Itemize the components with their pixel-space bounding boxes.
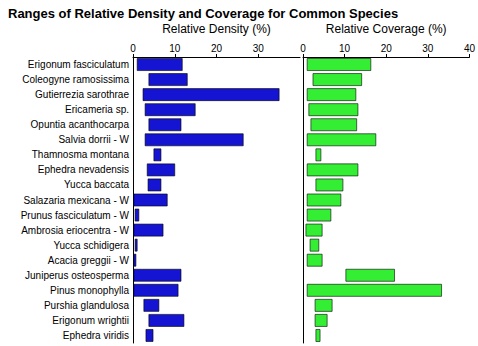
svg-text:Yucca baccata: Yucca baccata <box>64 179 129 190</box>
svg-text:Prunus fasciculatum - W: Prunus fasciculatum - W <box>21 210 130 221</box>
svg-text:Erigonum fasciculatum: Erigonum fasciculatum <box>28 59 129 70</box>
svg-text:Ephedra nevadensis: Ephedra nevadensis <box>38 164 129 175</box>
svg-text:Relative Density (%): Relative Density (%) <box>162 22 271 36</box>
svg-text:Pinus monophylla: Pinus monophylla <box>50 285 129 296</box>
svg-text:Ericameria sp.: Ericameria sp. <box>65 104 129 115</box>
svg-text:Ephedra viridis: Ephedra viridis <box>63 330 129 341</box>
svg-text:Opuntia acanthocarpa: Opuntia acanthocarpa <box>31 119 130 130</box>
svg-text:30: 30 <box>253 43 265 54</box>
svg-text:0: 0 <box>300 43 306 54</box>
svg-text:Thamnosma montana: Thamnosma montana <box>32 149 130 160</box>
svg-text:Yucca schidigera: Yucca schidigera <box>53 240 129 251</box>
svg-text:Ranges of Relative Density and: Ranges of Relative Density and Coverage … <box>8 6 398 21</box>
svg-text:Salvia dorrii - W: Salvia dorrii - W <box>58 134 129 145</box>
svg-text:Acacia greggii - W: Acacia greggii - W <box>48 255 130 266</box>
svg-text:10: 10 <box>339 43 351 54</box>
svg-text:40: 40 <box>464 43 476 54</box>
svg-text:20: 20 <box>211 43 223 54</box>
svg-text:20: 20 <box>381 43 393 54</box>
svg-text:Ambrosia eriocentra - W: Ambrosia eriocentra - W <box>21 225 129 236</box>
svg-text:0: 0 <box>130 43 136 54</box>
svg-text:Relative Coverage (%): Relative Coverage (%) <box>326 22 447 36</box>
svg-text:Purshia glandulosa: Purshia glandulosa <box>44 300 129 311</box>
svg-text:Coleogyne ramosissima: Coleogyne ramosissima <box>22 74 129 85</box>
svg-text:Erigonum wrightii: Erigonum wrightii <box>52 315 129 326</box>
svg-text:Salazaria mexicana - W: Salazaria mexicana - W <box>23 195 129 206</box>
svg-text:Juniperus osteosperma: Juniperus osteosperma <box>25 270 129 281</box>
svg-text:10: 10 <box>169 43 181 54</box>
svg-text:Gutierrezia sarothrae: Gutierrezia sarothrae <box>35 89 129 100</box>
svg-text:30: 30 <box>422 43 434 54</box>
